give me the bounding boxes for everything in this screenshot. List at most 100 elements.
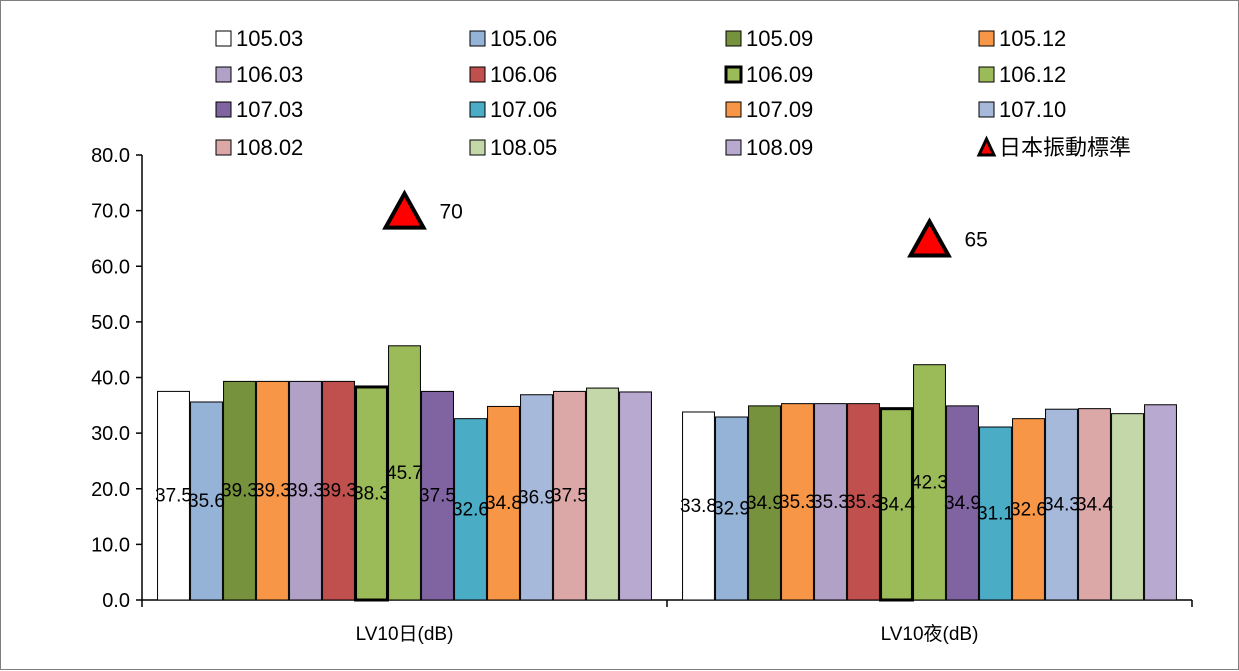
- bar: [748, 405, 781, 601]
- x-category-label: LV10日(dB): [356, 624, 454, 645]
- bar: [619, 391, 652, 601]
- data-label: 32.6: [1010, 499, 1047, 520]
- legend-label: 105.12: [999, 26, 1066, 51]
- bar: [1045, 408, 1078, 601]
- legend-label: 106.09: [746, 62, 813, 87]
- bar: [1078, 408, 1111, 601]
- legend-swatch: [215, 30, 232, 47]
- data-label: 36.9: [518, 487, 555, 508]
- legend-label: 106.12: [999, 62, 1066, 87]
- y-tick-label: 70.0: [91, 201, 130, 223]
- bar: [289, 380, 322, 601]
- bar: [946, 405, 979, 601]
- data-label: 32.6: [452, 499, 489, 520]
- bar: [979, 426, 1012, 601]
- legend-swatch: [725, 101, 742, 118]
- data-label: 31.1: [977, 504, 1014, 525]
- standard-marker: [382, 189, 427, 230]
- y-tick-label: 0.0: [102, 590, 130, 612]
- legend-label: 105.09: [746, 26, 813, 51]
- legend-swatch: [215, 139, 232, 156]
- bar: [157, 390, 190, 601]
- bar: [421, 390, 454, 601]
- bar: [781, 403, 814, 601]
- bar: [190, 401, 223, 601]
- standard-marker: [907, 217, 952, 258]
- bar: [322, 380, 355, 601]
- bar: [814, 403, 847, 601]
- legend-label: 107.09: [746, 97, 813, 122]
- y-tick-label: 40.0: [91, 368, 130, 390]
- data-label: 35.6: [188, 491, 225, 512]
- bar: [682, 411, 715, 601]
- bar: [1144, 404, 1177, 601]
- bar: [354, 385, 389, 602]
- y-tick-label: 60.0: [91, 256, 130, 278]
- bar: [879, 407, 914, 602]
- y-tick-label: 80.0: [91, 145, 130, 167]
- legend-label: 107.10: [999, 97, 1066, 122]
- y-tick-label: 10.0: [91, 534, 130, 556]
- legend-swatch: [725, 30, 742, 47]
- legend-swatch: [978, 66, 995, 83]
- legend-triangle-swatch: [976, 135, 997, 157]
- data-label: 39.3: [320, 481, 357, 502]
- data-label: 34.9: [944, 493, 981, 514]
- bar: [586, 387, 619, 601]
- y-tick-label: 30.0: [91, 423, 130, 445]
- legend-label: 107.06: [490, 97, 557, 122]
- legend-swatch: [469, 30, 486, 47]
- y-tick-label: 20.0: [91, 479, 130, 501]
- data-label: 45.7: [386, 463, 423, 484]
- legend-swatch: [215, 101, 232, 118]
- bar: [1012, 418, 1045, 601]
- bar: [256, 380, 289, 601]
- standard-value-label: 70: [440, 201, 463, 224]
- bar: [223, 380, 256, 601]
- legend-swatch: [978, 30, 995, 47]
- legend-swatch: [215, 66, 232, 83]
- standard-value-label: 65: [965, 228, 988, 251]
- legend-label: 108.05: [490, 135, 557, 160]
- legend-label: 106.03: [236, 62, 303, 87]
- data-label: 39.3: [254, 481, 291, 502]
- data-label: 37.5: [155, 486, 192, 507]
- bar: [388, 345, 421, 601]
- data-label: 39.3: [287, 481, 324, 502]
- data-label: 42.3: [911, 472, 948, 493]
- legend-label: 107.03: [236, 97, 303, 122]
- legend-label: 日本振動標準: [999, 135, 1131, 160]
- legend-swatch: [978, 101, 995, 118]
- data-label: 37.5: [551, 486, 588, 507]
- bar: [913, 364, 946, 601]
- legend-label: 106.06: [490, 62, 557, 87]
- data-label: 33.8: [680, 496, 717, 517]
- bar: [1111, 413, 1144, 601]
- legend-swatch: [469, 66, 486, 83]
- data-label: 34.4: [878, 494, 915, 515]
- bar: [454, 418, 487, 601]
- bar: [553, 390, 586, 601]
- legend-swatch: [724, 65, 743, 84]
- data-label: 34.8: [485, 493, 522, 514]
- legend-swatch: [469, 139, 486, 156]
- x-category-label: LV10夜(dB): [881, 623, 979, 645]
- data-label: 37.5: [419, 486, 456, 507]
- data-label: 35.3: [812, 492, 849, 513]
- legend-label: 105.06: [490, 26, 557, 51]
- legend-label: 108.02: [236, 135, 303, 160]
- bar: [487, 405, 520, 601]
- bar: [847, 403, 880, 601]
- data-label: 35.3: [779, 492, 816, 513]
- data-label: 34.4: [1076, 494, 1113, 515]
- y-tick-label: 50.0: [91, 312, 130, 334]
- data-label: 34.3: [1043, 495, 1080, 516]
- legend-label: 108.09: [746, 135, 813, 160]
- bar: [715, 416, 748, 601]
- legend-label: 105.03: [236, 26, 303, 51]
- legend-swatch: [469, 101, 486, 118]
- bar: [520, 394, 553, 601]
- data-label: 35.3: [845, 492, 882, 513]
